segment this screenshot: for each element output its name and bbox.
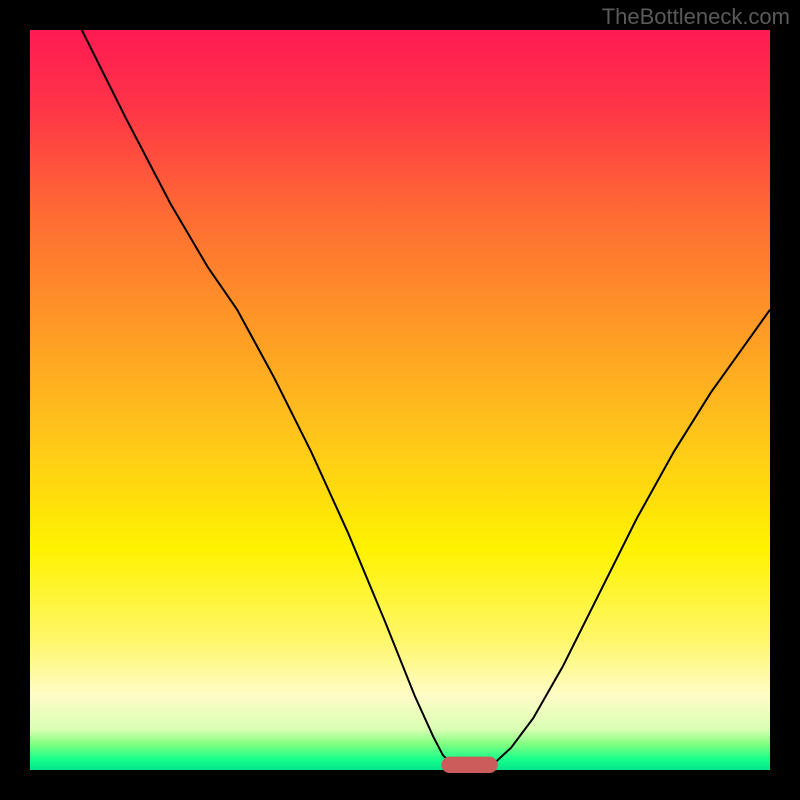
optimal-marker	[441, 757, 497, 773]
bottleneck-chart	[0, 0, 800, 800]
chart-container: TheBottleneck.com	[0, 0, 800, 800]
watermark-text: TheBottleneck.com	[602, 4, 790, 30]
